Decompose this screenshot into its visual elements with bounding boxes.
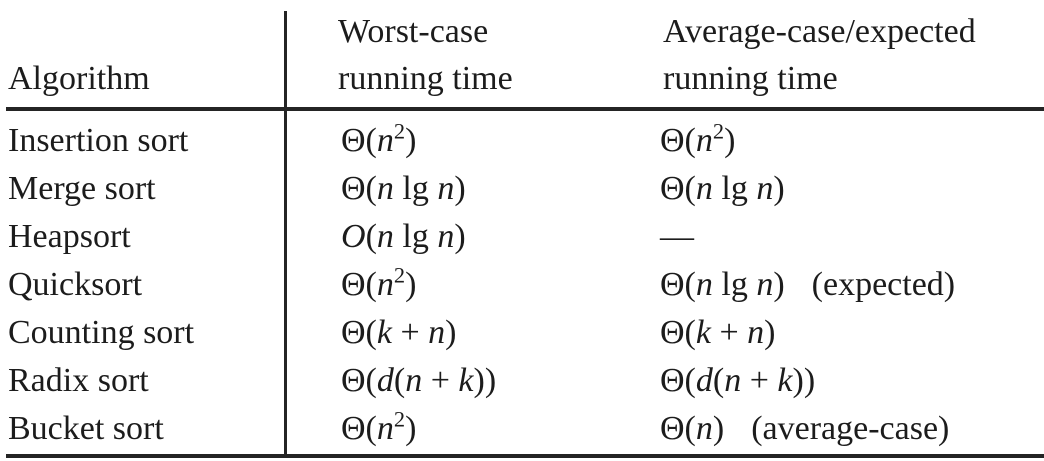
header-rule — [6, 107, 1044, 111]
average-formula: Θ(n2) — [660, 118, 736, 159]
average-case-formula: Θ(n lg n) — [660, 165, 812, 213]
table-row: Bucket sort Θ(n2) Θ(n) (average-case) — [0, 405, 1044, 453]
header-algorithm: Algorithm — [8, 55, 150, 102]
header-average-line1: Average-case/expected — [663, 13, 976, 50]
average-formula: Θ(n) — [660, 410, 725, 447]
average-note: (average-case) — [751, 410, 950, 447]
algorithm-name: Insertion sort — [8, 122, 189, 159]
table-row: Insertion sort Θ(n2) Θ(n2) — [0, 117, 1044, 165]
header-average-line2: running time — [663, 60, 838, 97]
average-case-formula: Θ(n2) — [660, 117, 762, 165]
table-row: Quicksort Θ(n2) Θ(n lg n) (expected) — [0, 261, 1044, 309]
header-average-case: Average-case/expected running time — [663, 8, 976, 102]
average-case-formula: Θ(n) (average-case) — [660, 405, 949, 453]
header-worst-case: Worst-case running time — [338, 8, 513, 102]
header-worst-line1: Worst-case — [338, 13, 489, 50]
average-case-formula: Θ(k + n) — [660, 309, 803, 357]
table-row: Heapsort O(n lg n) — — [0, 213, 1044, 261]
average-formula: Θ(n lg n) — [660, 266, 785, 303]
worst-case-formula: Θ(d(n + k)) — [341, 362, 497, 399]
table-row: Radix sort Θ(d(n + k)) Θ(d(n + k)) — [0, 357, 1044, 405]
worst-case-formula: Θ(n lg n) — [341, 170, 466, 207]
algorithm-name: Radix sort — [8, 362, 149, 399]
worst-case-formula: Θ(n2) — [341, 262, 417, 303]
average-formula: Θ(d(n + k)) — [660, 362, 816, 399]
algorithm-name: Bucket sort — [8, 410, 164, 447]
worst-case-formula: Θ(n2) — [341, 406, 417, 447]
algorithm-name: Heapsort — [8, 218, 131, 255]
column-divider-rule — [284, 11, 287, 458]
algorithm-name: Counting sort — [8, 314, 195, 351]
table-row: Counting sort Θ(k + n) Θ(k + n) — [0, 309, 1044, 357]
worst-case-formula: Θ(k + n) — [341, 314, 457, 351]
table-body: Insertion sort Θ(n2) Θ(n2) Merge sort Θ(… — [0, 117, 1044, 453]
bottom-rule — [6, 454, 1044, 458]
average-case-formula: — — [660, 213, 721, 261]
average-formula: Θ(n lg n) — [660, 170, 785, 207]
header-algorithm-label: Algorithm — [8, 60, 150, 97]
table-row: Merge sort Θ(n lg n) Θ(n lg n) — [0, 165, 1044, 213]
header-worst-line2: running time — [338, 60, 513, 97]
average-case-formula: Θ(d(n + k)) — [660, 357, 842, 405]
algorithm-name: Quicksort — [8, 266, 143, 303]
worst-case-formula: Θ(n2) — [341, 118, 417, 159]
average-case-formula: Θ(n lg n) (expected) — [660, 261, 955, 309]
average-note: (expected) — [811, 266, 956, 303]
average-formula: — — [660, 218, 694, 255]
worst-case-formula: O(n lg n) — [341, 218, 466, 255]
average-formula: Θ(k + n) — [660, 314, 776, 351]
algorithm-name: Merge sort — [8, 170, 156, 207]
